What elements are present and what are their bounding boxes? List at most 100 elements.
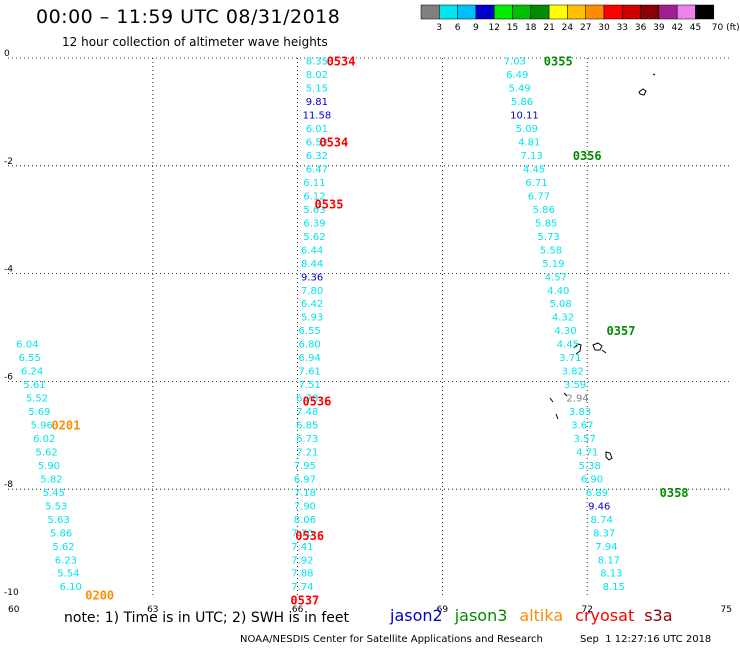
wave-height-label: 5.15 (306, 84, 328, 95)
colorbar-swatch (676, 4, 696, 20)
wave-height-label: 5.52 (26, 394, 48, 405)
wave-height-label: 6.44 (301, 245, 323, 256)
pass-time-label: 0536 (302, 394, 331, 408)
pass-time-label: 0534 (319, 136, 348, 150)
x-tick-label: 66 (292, 605, 304, 615)
colorbar-swatch (622, 4, 641, 20)
y-tick-label: -10 (4, 588, 19, 598)
wave-height-label: 7.70 (291, 528, 313, 539)
wave-height-label: 8.02 (306, 70, 328, 81)
wave-height-label: 10.11 (510, 111, 539, 122)
wave-height-label: 8.17 (598, 555, 620, 566)
wave-height-label: 7.92 (291, 555, 313, 566)
wave-height-label: 6.73 (296, 434, 318, 445)
wave-height-label: 6.85 (296, 421, 318, 432)
wave-height-label: 5.08 (550, 299, 572, 310)
wave-height-label: 5.90 (38, 461, 60, 472)
colorbar-label: 36 (635, 23, 647, 33)
wave-height-label: 7.21 (296, 447, 318, 458)
colorbar-swatch (457, 4, 477, 20)
colorbar-label: 39 (653, 23, 665, 33)
wave-height-label: 6.80 (299, 340, 321, 351)
wave-height-label: 8.35 (306, 57, 328, 68)
colorbar-label: 27 (580, 23, 591, 33)
wave-height-label: 7.95 (294, 461, 316, 472)
wave-height-label: 9.81 (306, 97, 328, 108)
wave-height-label: 5.63 (303, 205, 325, 216)
wave-height-label: 6.24 (21, 367, 43, 378)
footer-timestamp: Sep 1 12:27:16 UTC 2018 (580, 634, 712, 645)
pass-time-label: 0358 (660, 486, 689, 500)
colorbar-label: 70 (ft) (712, 23, 740, 33)
wave-height-label: 5.85 (535, 218, 557, 229)
wave-height-label: 5.62 (303, 232, 325, 243)
wave-height-label: 3.67 (571, 421, 593, 432)
wave-height-label: 6.02 (33, 434, 55, 445)
colorbar-label: 42 (671, 23, 682, 33)
wave-height-label: 6.12 (303, 191, 325, 202)
colorbar-swatch (439, 4, 458, 20)
colorbar-swatch (493, 4, 513, 20)
wave-height-label: 7.94 (595, 542, 617, 553)
pass-time-labels: 0201 0200 0534 0534 0535 0536 0536 0537 0355 0356… (51, 55, 688, 608)
wave-height-label: 5.45 (43, 488, 65, 499)
wave-height-label: 6.55 (19, 353, 41, 364)
wave-height-label: 7.90 (294, 501, 316, 512)
legend-s3a: s3a (644, 606, 673, 625)
y-tick-label: -6 (4, 372, 13, 382)
wave-height-label: 5.86 (533, 205, 555, 216)
colorbar-label: 33 (617, 23, 628, 33)
pass-time-label: 0357 (607, 324, 636, 338)
colorbar-swatch (695, 4, 715, 20)
wave-height-label: 5.09 (516, 124, 538, 135)
wave-height-label: 4.32 (552, 313, 574, 324)
wave-height-label: 3.83 (569, 407, 591, 418)
wave-height-label: 6.01 (306, 124, 328, 135)
x-tick-label: 69 (437, 605, 449, 615)
wave-height-label: 2.94 (566, 394, 588, 405)
colorbar-swatch (658, 4, 678, 20)
wave-height-label: 6.55 (299, 326, 321, 337)
wave-height-label: 6.78 (296, 394, 318, 405)
title: 00:00 – 11:59 UTC 08/31/2018 (36, 6, 341, 28)
wave-height-label: 3.82 (562, 367, 584, 378)
wave-height-label: 7.61 (299, 367, 321, 378)
colorbar-label: 18 (525, 23, 537, 33)
wave-height-label: 5.86 (511, 97, 533, 108)
wave-height-label: 7.03 (504, 57, 526, 68)
colorbar-swatch (567, 4, 586, 20)
wave-height-label: 5.38 (578, 461, 600, 472)
colorbar-label: 24 (562, 23, 574, 33)
grid: 60 63 66 69 72 75 0 -2 -4 -6 -8 -10 (4, 49, 732, 615)
island (638, 73, 656, 96)
wave-height-label: 6.47 (306, 164, 328, 175)
wave-height-label: 6.32 (306, 151, 328, 162)
colorbar-label: 3 (436, 23, 442, 33)
colorbar-swatch (548, 4, 568, 20)
pass-time-label: 0536 (295, 529, 324, 543)
pass-time-label: 0534 (327, 55, 356, 69)
wave-height-label: 7.80 (301, 286, 323, 297)
wave-height-label: 6.11 (303, 178, 325, 189)
wave-height-label: 5.58 (540, 245, 562, 256)
pass-time-label: 0537 (290, 594, 319, 608)
wave-height-label: 5.19 (542, 259, 564, 270)
wave-height-label: 7.74 (291, 582, 313, 593)
wave-height-label: 5.82 (40, 474, 62, 485)
wave-height-label: 5.49 (508, 84, 530, 95)
wave-height-label: 4.40 (547, 286, 569, 297)
wave-height-label: 4.81 (518, 138, 540, 149)
x-tick-label: 75 (721, 605, 732, 615)
wave-height-label: 8.37 (593, 528, 615, 539)
wave-height-label: 7.13 (521, 151, 543, 162)
colorbar-label: 6 (455, 23, 461, 33)
colorbar-swatch (603, 4, 623, 20)
pass-time-label: 0201 (51, 419, 80, 433)
wave-height-label: 7.48 (296, 407, 318, 418)
wave-height-label: 7.41 (291, 542, 313, 553)
wave-height-label: 6.10 (60, 582, 82, 593)
legend-altika: altika (519, 606, 564, 625)
wave-height-label: 6.77 (528, 191, 550, 202)
y-tick-label: -4 (4, 265, 13, 275)
